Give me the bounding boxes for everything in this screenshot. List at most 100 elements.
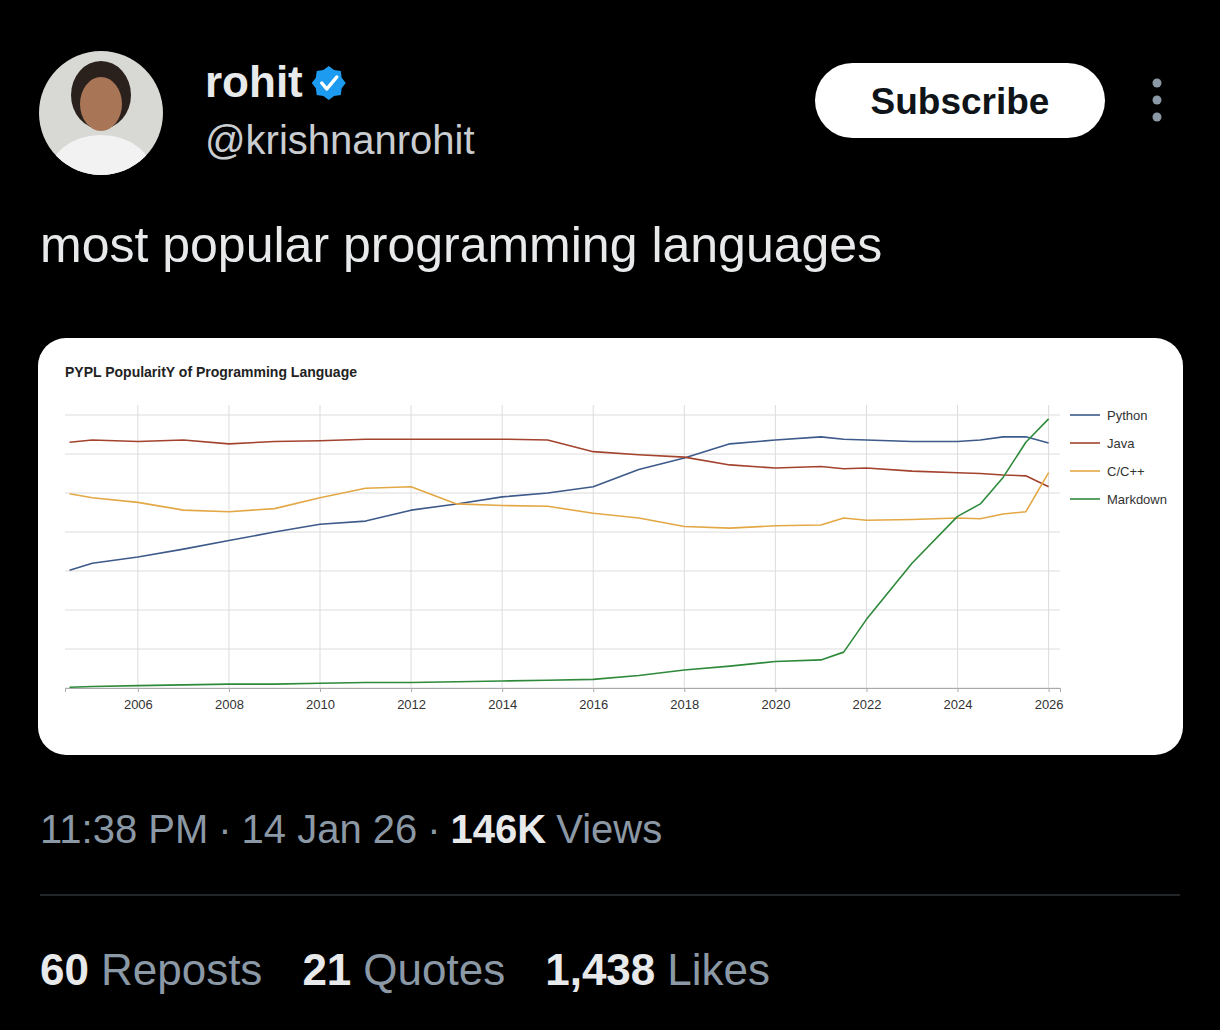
x-tick-mark [593,688,594,692]
x-tick: 2020 [761,688,790,712]
y-grid-line [65,649,1060,650]
post-time: 11:38 PM [40,807,208,851]
x-tick-mark [866,688,867,692]
legend-swatch [1070,498,1100,500]
y-grid-line [65,415,1060,416]
x-tick: 2016 [579,688,608,712]
reposts-count: 60 [40,945,89,994]
avatar-shirt [49,135,153,215]
x-tick-label: 2018 [670,697,699,712]
x-tick-label: 2020 [761,697,790,712]
y-grid-line [65,532,1060,533]
avatar-face [80,77,122,131]
x-grid-line [775,405,776,688]
x-tick-label: 2026 [1035,697,1064,712]
subscribe-button[interactable]: Subscribe [815,63,1105,138]
x-tick-label: 2008 [215,697,244,712]
legend-swatch [1070,470,1100,472]
x-grid-line [137,405,138,688]
x-tick-mark [320,688,321,692]
x-tick: 2006 [124,688,153,712]
x-tick-label: 2022 [853,697,882,712]
y-grid-line [65,454,1060,455]
legend-label: Python [1107,408,1147,423]
views-label: Views [556,807,662,851]
x-tick: 2024 [944,688,973,712]
y-grid-line [65,610,1060,611]
chart-card[interactable] [38,338,1183,755]
x-tick-mark [502,688,503,692]
legend-swatch [1070,442,1100,444]
likes-count: 1,438 [545,945,655,994]
x-tick-label: 2006 [124,697,153,712]
badge-check [322,77,337,89]
series-line [70,419,1049,687]
x-grid-line [1048,405,1049,688]
x-tick-label: 2012 [397,697,426,712]
x-tick-label: 2024 [944,697,973,712]
x-tick: 2008 [215,688,244,712]
legend-swatch [1070,414,1100,416]
likes-label: Likes [667,945,770,994]
x-tick: 2012 [397,688,426,712]
background [0,0,1220,1030]
legend-label: C/C++ [1107,464,1145,479]
x-axis: 2006 2008 2010 2012 2014 2016 2018 2020 2022 2024… [66,688,1064,712]
x-grid-line [957,405,958,688]
avatar[interactable] [39,51,163,215]
x-grid-line [502,405,503,688]
y-grid-line [65,493,1060,494]
menu-dot[interactable] [1153,113,1162,122]
post-date: 14 Jan 26 [242,807,418,851]
x-grid-line [684,405,685,688]
x-tick-mark [1049,688,1050,692]
legend-label: Markdown [1107,492,1167,507]
quotes-count: 21 [302,945,351,994]
y-grid-line [65,571,1060,572]
divider [40,894,1180,896]
handle: @krishnanrohit [205,118,475,162]
button-bg[interactable] [815,63,1105,138]
x-axis-line [66,689,1061,693]
separator: · [218,807,231,851]
x-tick: 2022 [853,688,882,712]
plot-area [70,419,1049,687]
badge-shape [312,66,346,100]
quotes-label: Quotes [363,945,505,994]
x-grid-line [320,405,321,688]
page: rohit @krishnanrohit Subscribe most popular… [0,0,1220,1030]
x-tick-label: 2014 [488,697,517,712]
button-label[interactable]: Subscribe [871,81,1050,122]
menu-dot[interactable] [1153,96,1162,105]
x-tick-mark [958,688,959,692]
x-tick-mark [411,688,412,692]
x-tick-label: 2010 [306,697,335,712]
more-menu[interactable] [1153,79,1162,122]
x-grid-line [593,405,594,688]
chart: 2006 2008 2010 2012 2014 2016 2018 2020 2022 2024… [65,405,1167,712]
menu-dot[interactable] [1153,79,1162,88]
legend: Python Java C/C++ Markdown [1070,408,1167,507]
x-tick: 2026 [1035,688,1064,712]
separator: · [427,807,440,851]
tweet-text: most popular programming languages [40,217,882,273]
series-line [70,439,1049,487]
chart-title: PYPL PopularitY of Programming Language [65,364,357,380]
series-line [70,437,1049,570]
x-tick-mark [229,688,230,692]
verified-badge [312,66,346,100]
legend-label: Java [1107,436,1135,451]
x-tick: 2014 [488,688,517,712]
x-tick-mark [138,688,139,692]
x-grid-line [866,405,867,688]
reposts-label: Reposts [101,945,262,994]
x-grid-line [411,405,412,688]
display-name: rohit [205,57,303,106]
x-tick: 2018 [670,688,699,712]
x-tick-mark [775,688,776,692]
x-grid-line [228,405,229,688]
grid [65,405,1060,688]
series-line [70,473,1049,528]
x-tick-label: 2016 [579,697,608,712]
x-tick-mark [684,688,685,692]
